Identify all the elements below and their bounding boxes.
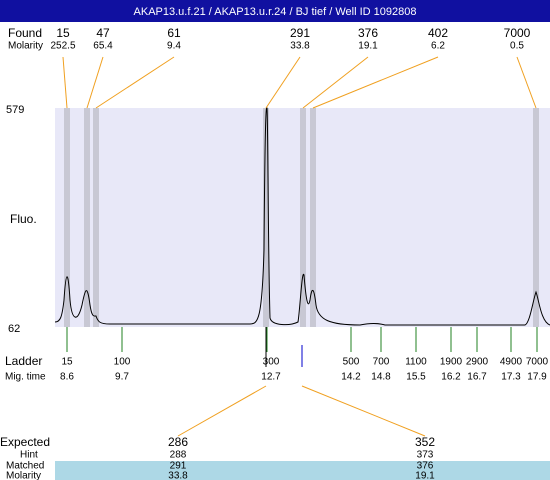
- peak-band: [300, 108, 306, 327]
- ladder-time: 14.2: [341, 372, 361, 383]
- ladder-size: 500: [343, 357, 360, 368]
- ladder-time: 17.3: [501, 372, 521, 383]
- title: AKAP13.u.f.21 / AKAP13.u.r.24 / BJ tief …: [134, 6, 417, 18]
- ladder-time: 12.7: [261, 372, 281, 383]
- ladder-size: 100: [114, 357, 131, 368]
- ladder-time: 16.2: [441, 372, 461, 383]
- ladder-time: 16.7: [467, 372, 487, 383]
- ladder-size: 1100: [405, 357, 427, 368]
- found-molarity: 252.5: [50, 41, 75, 52]
- peak-band: [533, 108, 539, 327]
- peak-band: [84, 108, 90, 327]
- matched-size: 376: [417, 461, 434, 472]
- connector: [177, 385, 267, 437]
- peak-connector: [312, 56, 439, 109]
- found-molarity: 19.1: [358, 41, 378, 52]
- matched-row-bg: [55, 461, 550, 480]
- found-molarity: 6.2: [431, 41, 445, 52]
- found-size: 61: [167, 26, 181, 40]
- found-molarity: 9.4: [167, 41, 181, 52]
- found-molarity: 65.4: [93, 41, 113, 52]
- hint-label: Hint: [20, 450, 38, 461]
- peak-band: [263, 108, 269, 327]
- found-size: 291: [290, 26, 310, 40]
- matched-size: 291: [170, 461, 187, 472]
- found-size: 15: [56, 26, 70, 40]
- ladder-size: 4900: [500, 357, 523, 368]
- expected-size: 286: [168, 435, 188, 449]
- found-size: 376: [358, 26, 378, 40]
- ladder-time: 17.9: [527, 372, 547, 383]
- peak-band: [64, 108, 70, 327]
- expected-label: Expected: [0, 435, 50, 449]
- y-min-label: 62: [8, 323, 20, 335]
- connector: [301, 385, 426, 437]
- ladder-time: 14.8: [371, 372, 391, 383]
- hint-size: 288: [170, 450, 187, 461]
- found-size: 47: [96, 26, 110, 40]
- peak-connector: [62, 56, 68, 109]
- y-max-label: 579: [6, 104, 24, 116]
- matched-label: Matched: [6, 461, 44, 472]
- ladder-size: 2900: [466, 357, 489, 368]
- ladder-size: 300: [263, 357, 280, 368]
- peak-connector: [302, 56, 369, 109]
- expected-size: 352: [415, 435, 435, 449]
- peak-connector: [86, 56, 104, 109]
- hint-size: 373: [417, 450, 434, 461]
- mig-time-label: Mig. time: [5, 372, 46, 383]
- peak-connector: [516, 56, 537, 109]
- ladder-time: 8.6: [60, 372, 74, 383]
- peak-connector: [265, 56, 301, 109]
- found-molarity: 33.8: [290, 41, 310, 52]
- found-molarity: 0.5: [510, 41, 524, 52]
- ladder-size: 700: [373, 357, 390, 368]
- peak-connector: [95, 56, 175, 109]
- found-size: 402: [428, 26, 448, 40]
- molarity-label: Molarity: [6, 471, 41, 480]
- found-size: 7000: [504, 26, 531, 40]
- y-axis-label: Fluo.: [10, 212, 37, 226]
- ladder-size: 15: [61, 357, 73, 368]
- ladder-time: 9.7: [115, 372, 129, 383]
- matched-molarity: 33.8: [168, 471, 188, 480]
- molarity-label: Molarity: [8, 41, 43, 52]
- ladder-label: Ladder: [5, 354, 42, 368]
- ladder-size: 1900: [440, 357, 463, 368]
- ladder-size: 7000: [526, 357, 549, 368]
- peak-band: [310, 108, 316, 327]
- peak-band: [93, 108, 99, 327]
- found-label: Found: [8, 26, 42, 40]
- ladder-time: 15.5: [406, 372, 426, 383]
- trace: [54, 107, 550, 326]
- title-bar: [0, 0, 550, 22]
- matched-molarity: 19.1: [415, 471, 435, 480]
